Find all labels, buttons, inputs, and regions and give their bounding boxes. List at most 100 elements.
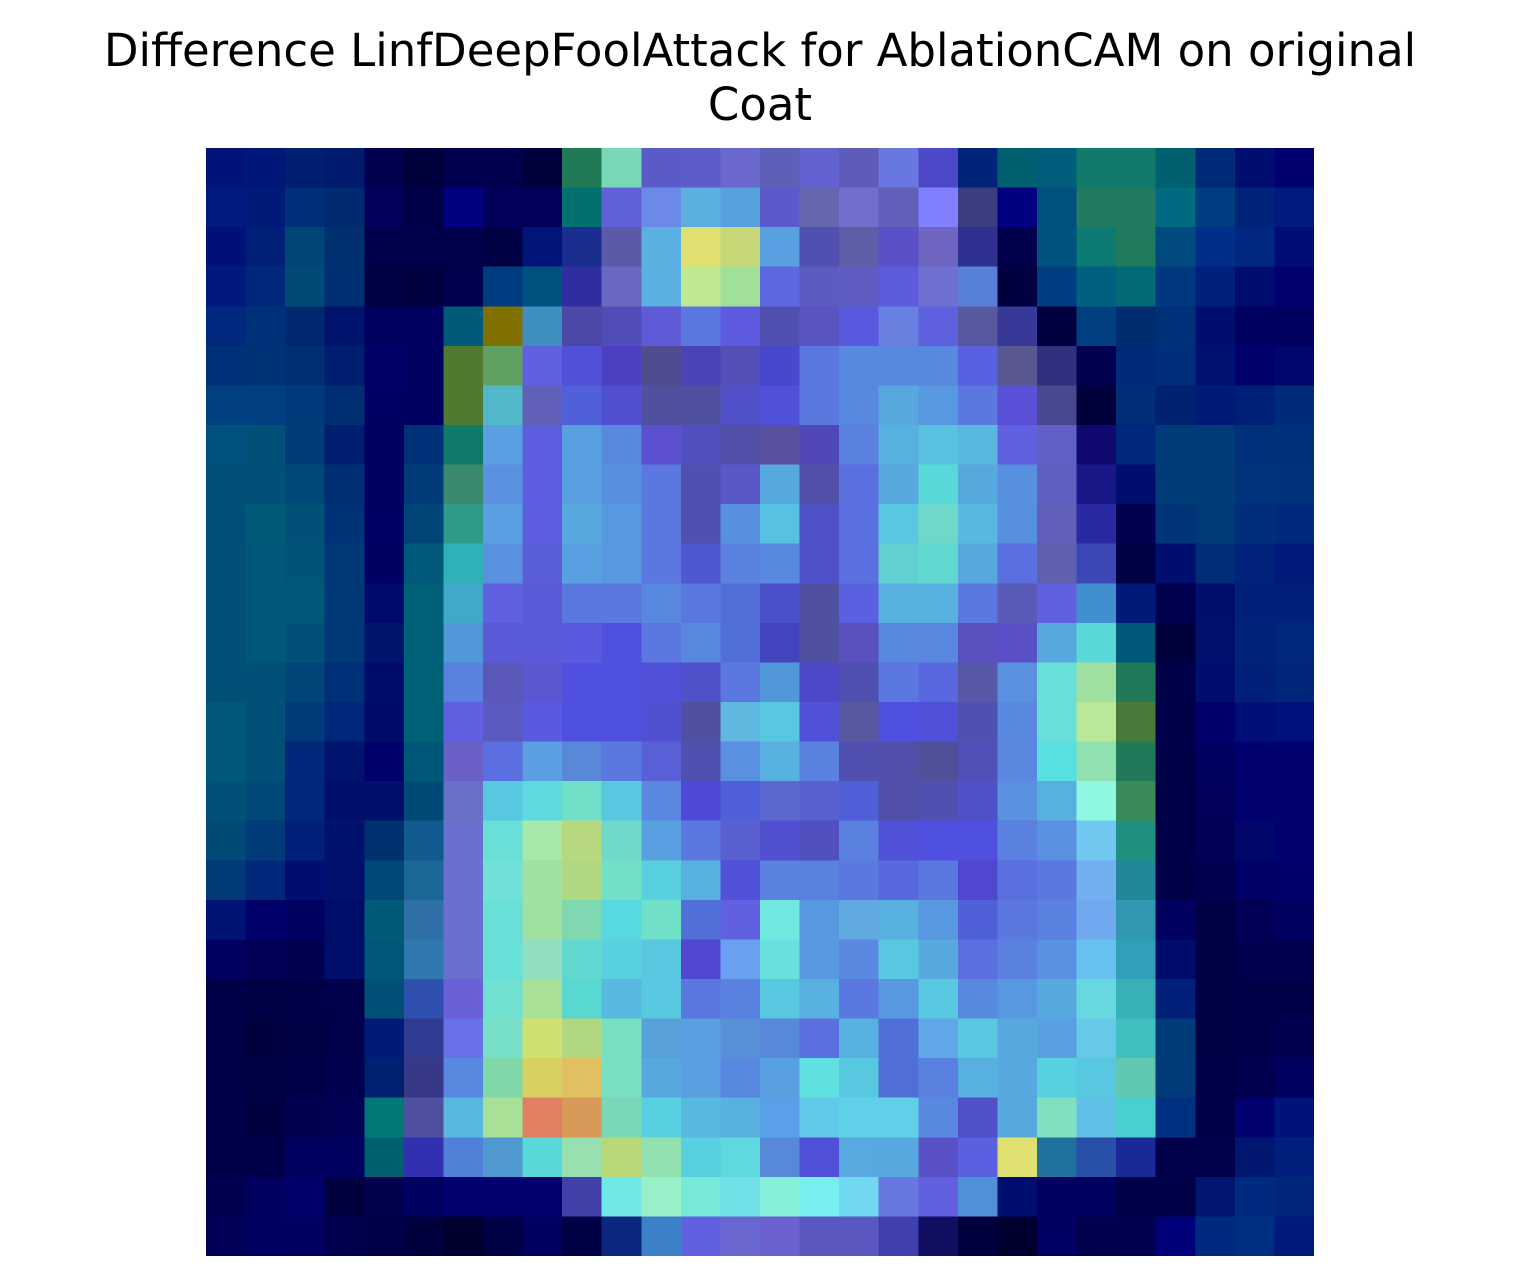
heatmap-cell [285,741,326,782]
heatmap-cell [324,939,365,980]
heatmap-cell [1116,187,1157,228]
heatmap-cell [680,266,722,307]
heatmap-cell [285,187,326,228]
heatmap-cell [562,899,603,941]
heatmap-cell [443,820,484,861]
heatmap-cell [324,979,365,1020]
heatmap-cell [601,504,642,545]
heatmap-cell [324,345,365,387]
heatmap-cell [1274,702,1314,743]
heatmap-cell [997,385,1038,426]
heatmap-cell [1234,425,1276,466]
heatmap-cell [1195,1137,1236,1178]
heatmap-cell [1234,583,1276,624]
heatmap-cell [364,1058,405,1099]
heatmap-cell [680,1216,722,1256]
heatmap-cell [443,860,484,901]
heatmap-cell [562,939,603,980]
heatmap-cell [1076,345,1117,387]
heatmap-cell [601,425,642,466]
heatmap-cell [403,1058,445,1099]
heatmap-cell [285,543,326,584]
heatmap-cell [1234,781,1276,822]
heatmap-cell [443,781,484,822]
heatmap-cell [997,622,1038,664]
heatmap-cell [483,1058,524,1099]
heatmap-cell [601,1018,642,1059]
heatmap-cell [364,1216,405,1256]
heatmap-cell [601,266,642,307]
heatmap-cell [324,1176,365,1218]
heatmap-cell [839,939,880,980]
heatmap-cell [878,266,919,307]
heatmap-cell [324,306,365,347]
heatmap-cell [641,1058,682,1099]
heatmap-cell [245,702,286,743]
heatmap-cell [601,662,642,703]
heatmap-cell [878,1058,919,1099]
heatmap-cell [206,1018,247,1059]
heatmap-cell [443,1216,484,1256]
heatmap-cell [878,227,919,268]
heatmap-cell [680,1018,722,1059]
heatmap-cell [1037,1097,1078,1138]
heatmap-cell [1195,148,1236,189]
heatmap-cell [1155,543,1196,584]
heatmap-cell [1037,187,1078,228]
heatmap-cell [522,148,563,189]
heatmap-cell [483,979,524,1020]
heatmap-cell [324,1058,365,1099]
heatmap-cell [1234,227,1276,268]
heatmap-cell [1195,385,1236,426]
heatmap-cell [957,820,999,861]
heatmap-cell [680,979,722,1020]
heatmap-cell [720,227,761,268]
heatmap-cell [364,1176,405,1218]
heatmap-cell [1234,187,1276,228]
heatmap-cell [364,820,405,861]
heatmap-cell [562,1018,603,1059]
heatmap-cell [364,543,405,584]
heatmap-cell [1195,622,1236,664]
heatmap-cell [1234,979,1276,1020]
heatmap-cell [522,741,563,782]
heatmap-cell [641,464,682,505]
heatmap-cell [878,306,919,347]
heatmap-cell [1234,1097,1276,1138]
heatmap-cell [1037,266,1078,307]
heatmap-cell [1116,899,1157,941]
heatmap-cell [1037,385,1078,426]
heatmap-cell [562,425,603,466]
heatmap-cell [720,1216,761,1256]
heatmap-cell [641,939,682,980]
heatmap-cell [285,266,326,307]
heatmap-cell [1195,1097,1236,1138]
heatmap-cell [878,464,919,505]
heatmap-cell [1037,464,1078,505]
heatmap-cell [878,1137,919,1178]
heatmap-cell [245,306,286,347]
heatmap-cell [1195,345,1236,387]
heatmap-cell [760,820,801,861]
heatmap-cell [1155,583,1196,624]
heatmap-cell [1155,227,1196,268]
heatmap-cell [601,741,642,782]
heatmap-cell [1116,1216,1157,1256]
heatmap-cell [324,1097,365,1138]
heatmap-cell [245,504,286,545]
heatmap-cell [957,860,999,901]
heatmap-cell [483,860,524,901]
heatmap-cell [918,979,959,1020]
heatmap-cell [562,1058,603,1099]
heatmap-cell [799,662,840,703]
heatmap-cell [957,464,999,505]
heatmap-cell [1116,266,1157,307]
heatmap-cell [522,622,563,664]
heatmap-cell [1195,425,1236,466]
heatmap-cell [1155,899,1196,941]
heatmap-cell [1076,306,1117,347]
heatmap-cell [1155,1216,1196,1256]
heatmap-cell [1195,939,1236,980]
heatmap-cell [799,781,840,822]
heatmap-cell [1234,345,1276,387]
